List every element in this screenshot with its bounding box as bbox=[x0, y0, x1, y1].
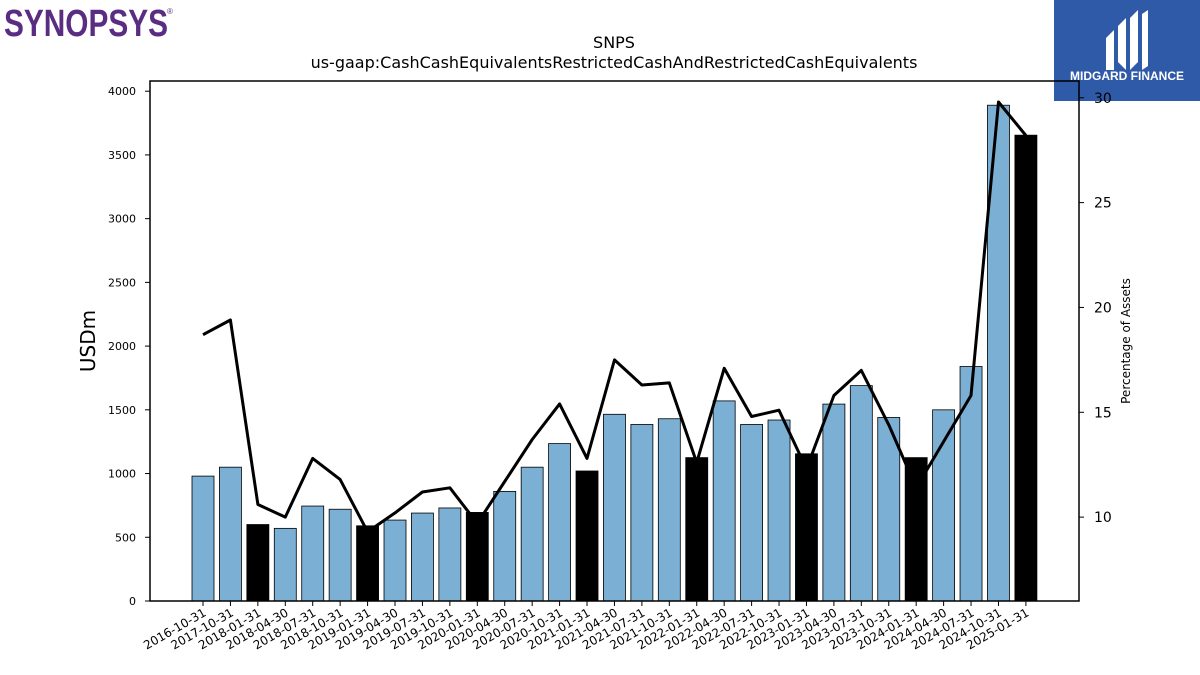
y-tick-label: 2000 bbox=[108, 340, 136, 353]
bar bbox=[767, 419, 791, 602]
bar bbox=[795, 453, 818, 602]
bar bbox=[685, 457, 709, 602]
y-tick-label: 3000 bbox=[108, 213, 136, 226]
bar bbox=[822, 403, 846, 602]
synopsys-logo: SYNOPSYS ® bbox=[4, 2, 184, 46]
bar bbox=[959, 366, 983, 602]
midgard-logo-icon bbox=[1106, 10, 1148, 70]
y2-tick-label: 15 bbox=[1094, 405, 1112, 421]
bar bbox=[548, 443, 571, 602]
y-tick-label: 4000 bbox=[108, 85, 136, 98]
y-tick-label: 2500 bbox=[108, 276, 136, 289]
bar bbox=[740, 424, 763, 602]
bar bbox=[712, 400, 736, 602]
y2-axis-label: Percentage of Assets bbox=[1119, 278, 1133, 404]
bar bbox=[246, 524, 270, 602]
bar bbox=[219, 466, 242, 602]
bar bbox=[191, 475, 215, 602]
bar bbox=[356, 525, 379, 602]
bar bbox=[465, 512, 489, 602]
bar bbox=[630, 424, 654, 602]
bar bbox=[328, 508, 352, 602]
bar bbox=[411, 512, 434, 602]
bar bbox=[493, 490, 517, 602]
y2-tick-label: 10 bbox=[1094, 510, 1112, 526]
bar bbox=[438, 507, 462, 602]
y2-tick-label: 20 bbox=[1094, 300, 1112, 316]
y-tick-label: 1500 bbox=[108, 404, 136, 417]
bar bbox=[301, 505, 325, 602]
y-axis-label: USDm bbox=[76, 310, 100, 372]
bar bbox=[849, 385, 873, 602]
bar bbox=[575, 470, 599, 602]
x-axis: 2016-10-312017-10-312018-01-312018-04-30… bbox=[141, 601, 1031, 652]
y-tick-label: 500 bbox=[115, 531, 136, 544]
plot-area bbox=[191, 100, 1038, 602]
bar bbox=[657, 418, 681, 602]
y2-tick-label: 30 bbox=[1094, 91, 1112, 107]
midgard-logo-text: MIDGARD FINANCE bbox=[1070, 69, 1184, 83]
bar bbox=[273, 527, 297, 602]
pct-assets-line bbox=[202, 100, 1028, 534]
bar bbox=[520, 466, 544, 602]
bar bbox=[932, 409, 956, 602]
midgard-logo-graphic: MIDGARD FINANCE bbox=[1070, 10, 1184, 83]
y-tick-label: 3500 bbox=[108, 149, 136, 162]
chart-subtitle: us-gaap:CashCashEquivalentsRestrictedCas… bbox=[311, 53, 918, 72]
bar bbox=[904, 457, 928, 602]
y-axis-left: 0 500 1000 1500 2000 2500 3000 3500 4000 bbox=[108, 85, 150, 608]
y2-tick-label: 25 bbox=[1094, 196, 1112, 212]
y-tick-label: 0 bbox=[129, 595, 136, 608]
bar bbox=[603, 413, 626, 602]
synopsys-logo-text: SYNOPSYS bbox=[4, 3, 168, 45]
y-axis-right: 10 15 20 25 30 bbox=[1079, 91, 1112, 526]
synopsys-registered-mark: ® bbox=[167, 7, 173, 16]
synopsys-logo-graphic: SYNOPSYS ® bbox=[4, 3, 173, 45]
bar bbox=[383, 519, 407, 602]
chart-title: SNPS bbox=[593, 33, 635, 52]
y-tick-label: 1000 bbox=[108, 468, 136, 481]
bar bbox=[1014, 134, 1038, 602]
